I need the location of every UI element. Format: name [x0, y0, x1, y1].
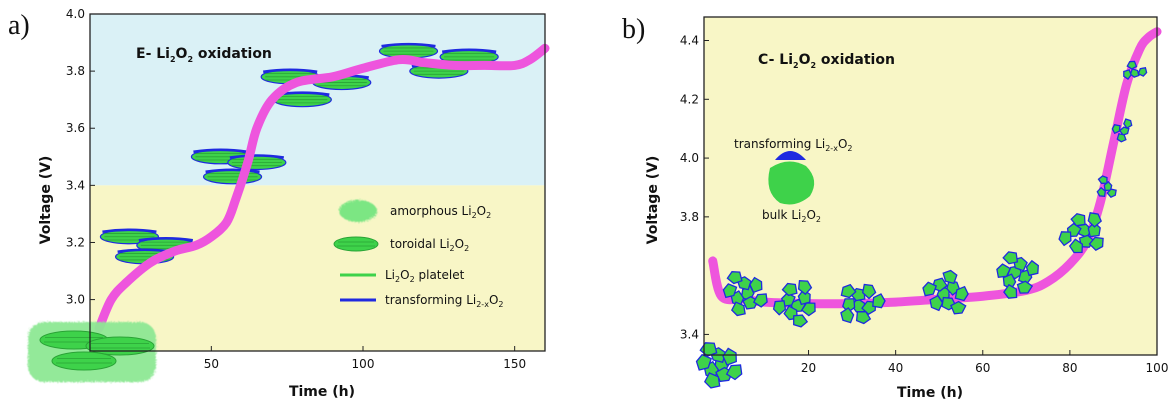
panel-a-legend: amorphous Li2O2 toroidal Li2O2 Li2O2 pla…	[333, 200, 503, 309]
x-tick-label: 50	[204, 357, 219, 371]
y-tick-label: 3.8	[680, 210, 699, 224]
x-tick-label: 100	[1146, 361, 1169, 375]
platelet-stack-icon	[439, 48, 499, 65]
particle-cluster-icon	[1096, 175, 1117, 198]
x-tick-label: 100	[352, 357, 375, 371]
particle-cluster-icon	[1123, 60, 1148, 80]
panel-b-x-tick-labels: 20 40 60 80 100	[801, 350, 1169, 375]
panel-a-x-label: Time (h)	[289, 384, 355, 400]
panel-b-letter: b)	[622, 14, 645, 45]
particle-cluster-icon	[996, 251, 1039, 299]
y-tick-label: 4.4	[680, 34, 699, 48]
panel-b-x-label: Time (h)	[897, 385, 963, 401]
y-tick-label: 4.2	[680, 92, 699, 106]
platelet-stack-icon	[227, 154, 287, 171]
y-tick-label: 4.0	[66, 7, 85, 21]
panel-b-y-tick-labels: 3.4 3.8 4.0 4.2 4.4	[680, 34, 709, 341]
y-tick-label: 3.4	[66, 178, 85, 192]
inset-bulk-label: bulk Li2O2	[762, 208, 821, 224]
particle-cluster-icon	[922, 269, 969, 315]
particle-cluster-icon	[772, 280, 816, 328]
panel-b: b) 20 40 60 80 100 3.43.84.04.24.4 Time (h) …	[622, 14, 1168, 401]
y-tick-label: 3.6	[66, 121, 85, 135]
panel-a: a) 50 100 150 3.03.23.43.63.84.0 Time (h) …	[8, 7, 550, 400]
x-tick-label: 40	[888, 361, 903, 375]
y-tick-label: 3.8	[66, 64, 85, 78]
panel-b-y-label: Voltage (V)	[645, 156, 661, 245]
x-tick-label: 60	[975, 361, 990, 375]
inset-transforming-label: transforming Li2-xO2	[734, 137, 852, 153]
particle-cluster-icon	[840, 283, 886, 325]
x-tick-label: 20	[801, 361, 816, 375]
particle-cluster-icon	[722, 271, 768, 317]
panel-a-lower-background	[90, 185, 545, 351]
inset-particle-icon	[768, 151, 815, 205]
y-tick-label: 3.4	[680, 327, 699, 341]
panel-a-x-tick-labels: 50 100 150	[204, 357, 526, 371]
legend-transforming-label: transforming Li2-xO2	[385, 293, 503, 309]
panel-b-particle-clusters	[695, 60, 1148, 389]
amorphous-cluster-icon	[28, 322, 156, 382]
panel-b-title: C- Li2O2 oxidation	[758, 52, 895, 70]
legend-toroid-label: toroidal Li2O2	[390, 237, 469, 253]
y-tick-label: 4.0	[680, 151, 699, 165]
particle-cluster-icon	[1111, 118, 1133, 143]
x-tick-label: 150	[503, 357, 526, 371]
y-tick-label: 3.0	[66, 293, 85, 307]
legend-amorphous-icon	[339, 200, 377, 222]
particle-cluster-icon	[1058, 212, 1104, 254]
panel-a-ticks	[90, 13, 516, 351]
panel-b-frame	[703, 16, 1158, 356]
panel-a-frame	[89, 13, 546, 352]
platelet-stack-icon	[378, 42, 439, 59]
panel-a-y-tick-labels: 3.0 3.2 3.4 3.6 3.8 4.0	[66, 7, 85, 307]
legend-amorphous-label: amorphous Li2O2	[390, 204, 491, 220]
toroid-icon	[51, 351, 117, 371]
panel-a-y-label: Voltage (V)	[38, 156, 54, 245]
panel-a-letter: a)	[8, 10, 30, 41]
y-tick-label: 3.2	[66, 235, 85, 249]
legend-toroid-icon	[333, 236, 379, 252]
x-tick-label: 80	[1062, 361, 1077, 375]
panel-a-voltage-curve	[94, 43, 550, 333]
legend-platelet-label: Li2O2 platelet	[385, 268, 465, 284]
platelet-stack-icon	[202, 168, 263, 185]
panel-a-title: E- Li2O2 oxidation	[136, 46, 272, 64]
